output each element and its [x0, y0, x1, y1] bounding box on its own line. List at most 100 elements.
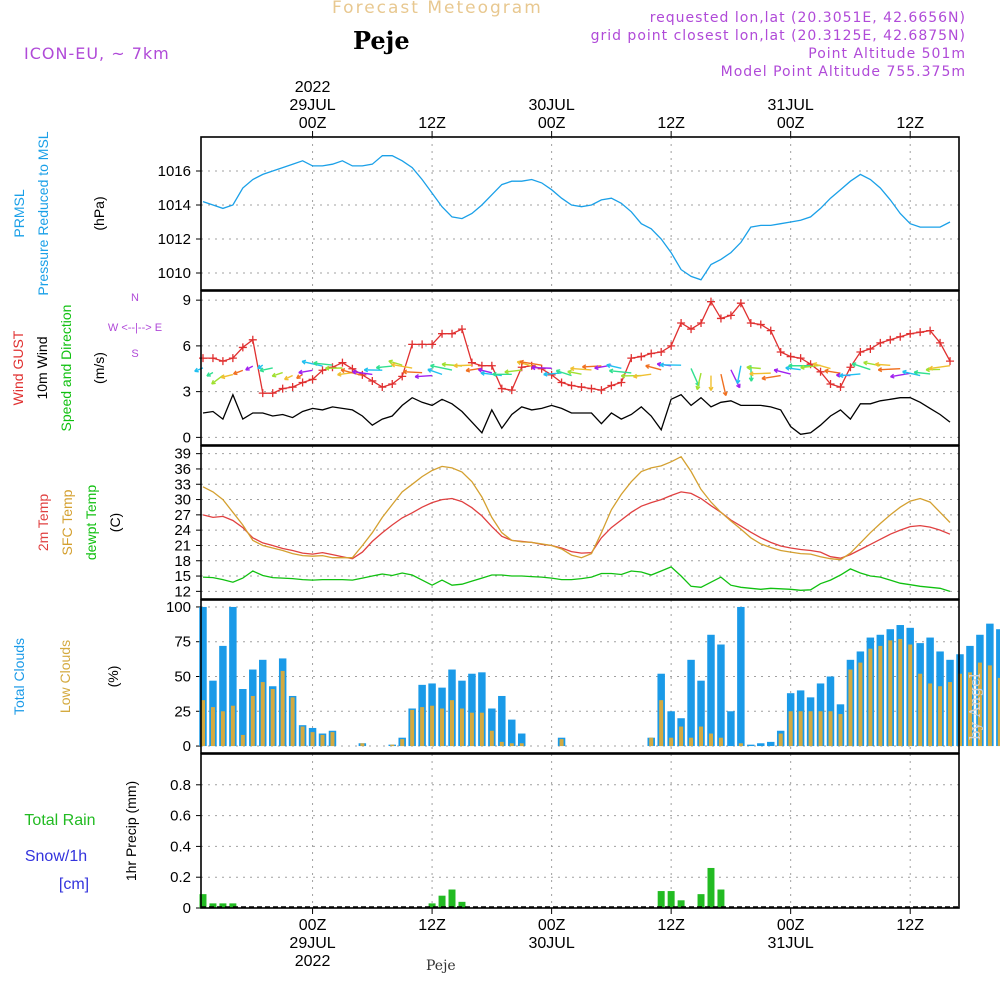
wind-direction-arrow — [582, 365, 602, 368]
wind-arrow-head — [257, 364, 262, 370]
wind-direction-arrow — [696, 372, 702, 390]
bar-total-rain — [697, 894, 705, 908]
gust-marker — [338, 358, 347, 367]
gust-marker — [577, 383, 586, 392]
gust-marker — [278, 384, 287, 393]
y-tick-label: 0.4 — [170, 838, 191, 855]
wind-direction-arrow — [824, 370, 841, 374]
wind-arrow-head — [555, 369, 561, 374]
wind-arrow-head — [594, 365, 599, 371]
bar-low-clouds — [450, 700, 454, 747]
wind-direction-arrow — [504, 369, 522, 373]
top-time-label: 12Z — [896, 115, 924, 132]
gust-marker — [637, 352, 646, 361]
series-line-10m-wind — [202, 392, 951, 435]
gust-marker — [318, 366, 327, 375]
compass-west-east: W <--|--> E — [108, 322, 162, 334]
panel-frame — [200, 753, 960, 909]
bar-low-clouds — [250, 695, 255, 747]
bar-low-clouds — [469, 712, 474, 747]
y-axis-label: SFC Temp — [59, 489, 75, 555]
wind-arrow-head — [708, 386, 714, 391]
bar-total-clouds — [767, 741, 775, 747]
wind-arrow-head — [325, 365, 330, 371]
top-time-label: 12Z — [418, 115, 446, 132]
bar-low-clouds — [778, 733, 783, 747]
wind-arrow-head — [259, 367, 265, 373]
bar-low-clouds — [997, 677, 1000, 747]
gust-marker — [706, 297, 715, 306]
wind-arrow-head — [746, 365, 751, 371]
bar-low-clouds — [400, 739, 405, 747]
gust-marker — [936, 338, 945, 347]
gust-marker — [617, 378, 626, 387]
bar-low-clouds — [320, 734, 325, 747]
wind-arrow-head — [352, 369, 357, 375]
model-altitude: Model Point Altitude 755.375m — [720, 64, 966, 80]
y-axis-unit: (m/s) — [91, 352, 107, 384]
panel-pressure — [196, 136, 960, 291]
gust-marker — [627, 354, 636, 363]
gust-marker — [876, 338, 885, 347]
bar-low-clouds — [330, 732, 335, 747]
bar-total-rain — [438, 895, 446, 908]
wind-direction-arrow — [531, 366, 552, 369]
bar-low-clouds — [948, 682, 953, 747]
wind-arrow-head — [441, 362, 446, 368]
signature: by Angel — [966, 673, 984, 740]
wind-arrow-head — [863, 360, 868, 366]
wind-arrow-head — [812, 362, 818, 367]
y-tick-label: 0.2 — [170, 869, 191, 886]
gust-marker — [567, 381, 576, 390]
gust-marker — [687, 325, 696, 334]
bar-low-clouds — [290, 697, 295, 747]
wind-direction-arrow — [427, 368, 443, 376]
bar-total-clouds — [498, 695, 506, 747]
y-axis-label: 1hr Precip (mm) — [123, 781, 139, 881]
gust-marker — [288, 383, 297, 392]
wind-arrow-head — [340, 368, 346, 374]
wind-direction-arrow — [929, 364, 951, 370]
panel-frame — [200, 136, 960, 291]
chart-type-title: Forecast Meteogram — [332, 0, 543, 18]
wind-arrow-head — [427, 368, 432, 373]
model-label: ICON-EU, ~ 7km — [24, 44, 170, 63]
wind-direction-arrow — [388, 360, 403, 366]
wind-direction-arrow — [391, 363, 413, 369]
location-title: Peje — [353, 26, 410, 55]
y-tick-label: 9 — [183, 292, 191, 309]
gust-marker — [677, 319, 686, 328]
gust-marker — [378, 383, 387, 392]
series-line-sfc-temp — [202, 455, 951, 561]
gust-marker — [198, 354, 207, 363]
wind-direction-arrow — [839, 373, 861, 377]
bottom-time-label: 12Z — [657, 917, 685, 934]
wind-direction-arrow — [233, 369, 244, 375]
wind-arrow-head — [748, 377, 754, 382]
wind-arrow-head — [430, 363, 435, 369]
wind-arrow-head — [211, 379, 216, 385]
wind-arrow-head — [477, 367, 483, 373]
gust-marker — [647, 349, 656, 358]
bar-low-clouds — [280, 670, 285, 747]
wind-direction-arrow — [567, 370, 582, 375]
bar-low-clouds — [499, 741, 504, 747]
bar-total-rain — [667, 891, 675, 908]
gust-marker — [517, 363, 526, 372]
wind-arrow-head — [928, 365, 934, 371]
bar-total-clouds — [737, 606, 745, 747]
wind-arrow-head — [800, 364, 805, 370]
wind-arrow-head — [749, 371, 754, 377]
wind-arrow-head — [414, 373, 420, 380]
wind-arrow-head — [519, 359, 524, 365]
gust-marker — [776, 347, 785, 356]
bar-low-clouds — [220, 711, 225, 747]
bar-total-clouds — [697, 680, 705, 747]
bar-total-clouds — [488, 708, 496, 747]
panel-clouds — [196, 599, 1000, 754]
wind-direction-arrow — [519, 361, 542, 366]
gust-marker — [268, 389, 277, 398]
gust-marker — [846, 363, 855, 372]
bar-low-clouds — [878, 645, 883, 747]
gust-marker — [746, 319, 755, 328]
